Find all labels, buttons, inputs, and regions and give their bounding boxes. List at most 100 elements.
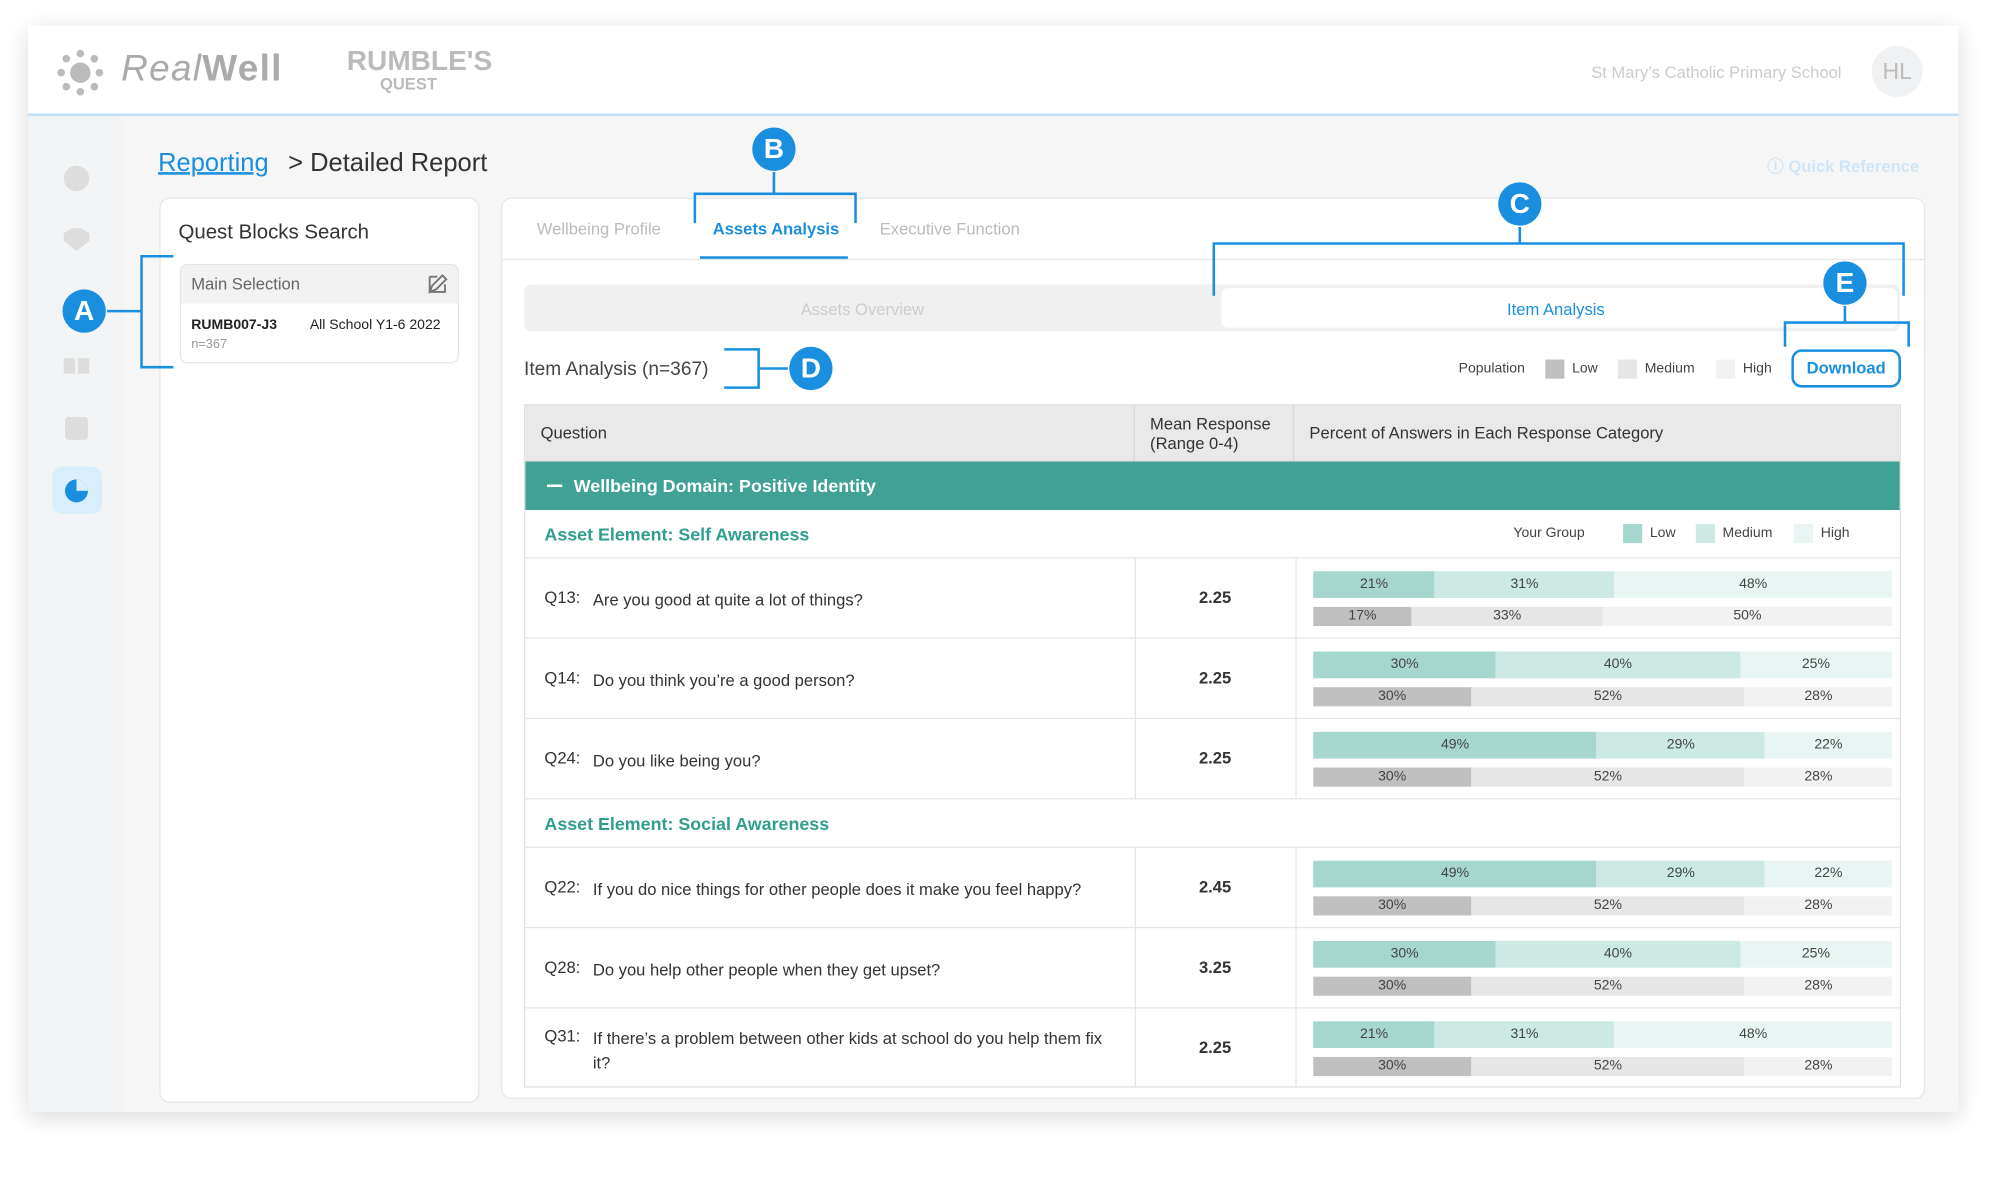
column-header: Percent of Answers in Each Response Cate…: [1309, 423, 1664, 443]
column-divider: [1295, 719, 1297, 800]
group-bar: 40%: [1496, 940, 1740, 968]
mean-response: 3.25: [1198, 957, 1232, 977]
group-bar-label: 40%: [1603, 946, 1632, 962]
group-bar: 22%: [1764, 731, 1893, 759]
population-bar-label: 52%: [1593, 768, 1622, 785]
annotation-marker: A: [62, 289, 106, 333]
selection-box[interactable]: Main Selection RUMB007-J3 All School Y1-…: [179, 263, 459, 364]
population-bar: 33%: [1411, 606, 1603, 627]
population-bar: 30%: [1313, 896, 1472, 916]
population-bar: 28%: [1744, 976, 1893, 996]
search-panel: [159, 197, 480, 1103]
annotation-marker: E: [1823, 261, 1867, 305]
legend-swatch: [1545, 359, 1565, 379]
group-bar: 25%: [1739, 651, 1893, 679]
subtab-active: [1221, 288, 1898, 328]
selection-header: [181, 265, 458, 304]
group-bar-label: 30%: [1390, 946, 1419, 962]
search-title: Quest Blocks Search: [178, 221, 369, 244]
tab[interactable]: Wellbeing Profile: [536, 219, 661, 239]
tab[interactable]: Executive Function: [879, 219, 1020, 239]
quick-reference[interactable]: ⓘ Quick Reference: [1767, 156, 1920, 176]
population-bar: 52%: [1471, 1056, 1745, 1077]
population-bar-label: 52%: [1593, 897, 1622, 913]
column-header: Mean Response (Range 0-4): [1150, 414, 1271, 453]
population-bar: 30%: [1313, 1056, 1472, 1077]
dashboard-icon[interactable]: [63, 358, 76, 374]
group-bar-label: 25%: [1801, 946, 1830, 962]
list-icon[interactable]: [65, 416, 88, 440]
mean-response: 2.25: [1198, 668, 1232, 688]
population-bar-label: 28%: [1804, 768, 1833, 785]
column-divider: [1134, 1008, 1137, 1087]
column-divider: [1292, 405, 1295, 462]
population-bar-label: 28%: [1804, 688, 1833, 704]
group-bar: 48%: [1614, 1021, 1893, 1049]
legend-swatch: [1695, 524, 1715, 544]
population-bar: 30%: [1313, 976, 1472, 996]
download-button[interactable]: Download: [1791, 349, 1902, 388]
question-id: Q24:: [544, 748, 581, 768]
subtab[interactable]: Item Analysis: [1507, 299, 1605, 319]
population-bar-label: 30%: [1378, 897, 1407, 913]
group-bar-label: 48%: [1739, 576, 1768, 592]
quick-reference-text[interactable]: Quick Reference: [1788, 156, 1920, 176]
legend-item: Low: [1572, 360, 1598, 377]
column-divider: [1295, 847, 1297, 929]
group-bar: 31%: [1434, 571, 1615, 598]
table: Question Mean Response (Range 0-4) Percent…: [524, 404, 1902, 1088]
population-bar: 52%: [1471, 687, 1745, 707]
population-bar-label: 30%: [1378, 688, 1407, 704]
annotation-marker: B: [752, 127, 796, 171]
group-bar: 22%: [1764, 860, 1893, 888]
group-bar-label: 30%: [1390, 656, 1419, 672]
legend-item: Medium: [1644, 360, 1695, 377]
group-bar: 49%: [1313, 731, 1597, 759]
population-bar-label: 30%: [1378, 977, 1407, 994]
selection-title: Main Selection: [191, 274, 300, 294]
avatar[interactable]: HL: [1871, 45, 1923, 97]
population-bar-label: 30%: [1378, 768, 1407, 785]
question-id: Q31:: [544, 1026, 581, 1046]
question-text: Do you like being you?: [592, 750, 761, 771]
question-text: Do you help other people when they get u…: [592, 960, 941, 980]
population-bar-label: 28%: [1804, 897, 1833, 913]
legend-swatch: [1793, 524, 1814, 544]
group-bar-label: 49%: [1441, 736, 1470, 753]
mean-response: 2.45: [1198, 877, 1232, 897]
brand-well: Well: [202, 48, 283, 90]
collapse-icon[interactable]: [546, 484, 563, 488]
brand-real: Real: [121, 48, 203, 90]
help-icon[interactable]: [63, 165, 90, 192]
question-id: Q14:: [544, 668, 581, 688]
group-bar-label: 40%: [1603, 656, 1632, 672]
quest-icon[interactable]: [63, 228, 90, 252]
group-bar: 25%: [1739, 940, 1893, 968]
question-row: [525, 848, 1900, 929]
question-text: Are you good at quite a lot of things?: [592, 590, 863, 610]
population-bar-label: 17%: [1348, 608, 1377, 624]
population-bar-label: 50%: [1733, 608, 1762, 624]
edit-icon[interactable]: [426, 273, 449, 296]
question-row: [525, 639, 1900, 720]
annotation-marker: D: [789, 346, 833, 391]
group-bar: 40%: [1496, 651, 1740, 679]
population-bar: 30%: [1313, 767, 1472, 787]
domain-row: [525, 461, 1900, 510]
section-title: Item Analysis (n=367): [524, 358, 709, 380]
legend-item: Low: [1649, 525, 1676, 541]
subtab[interactable]: Assets Overview: [800, 299, 925, 319]
tab[interactable]: Assets Analysis: [712, 219, 840, 239]
population-bar: 28%: [1744, 1056, 1893, 1077]
group-bar-label: 22%: [1814, 865, 1843, 882]
group-bar-label: 21%: [1359, 576, 1389, 592]
population-bar: 28%: [1744, 896, 1893, 916]
legend-label: Population: [1458, 360, 1525, 377]
game-logo-top: RUMBLE'S: [346, 44, 493, 77]
group-bar: 29%: [1596, 860, 1765, 888]
element-title: Asset Element: Self Awareness: [544, 524, 810, 545]
breadcrumb-link[interactable]: Reporting: [158, 149, 269, 178]
group-bar-label: 49%: [1441, 865, 1470, 882]
population-bar: 52%: [1471, 896, 1745, 916]
